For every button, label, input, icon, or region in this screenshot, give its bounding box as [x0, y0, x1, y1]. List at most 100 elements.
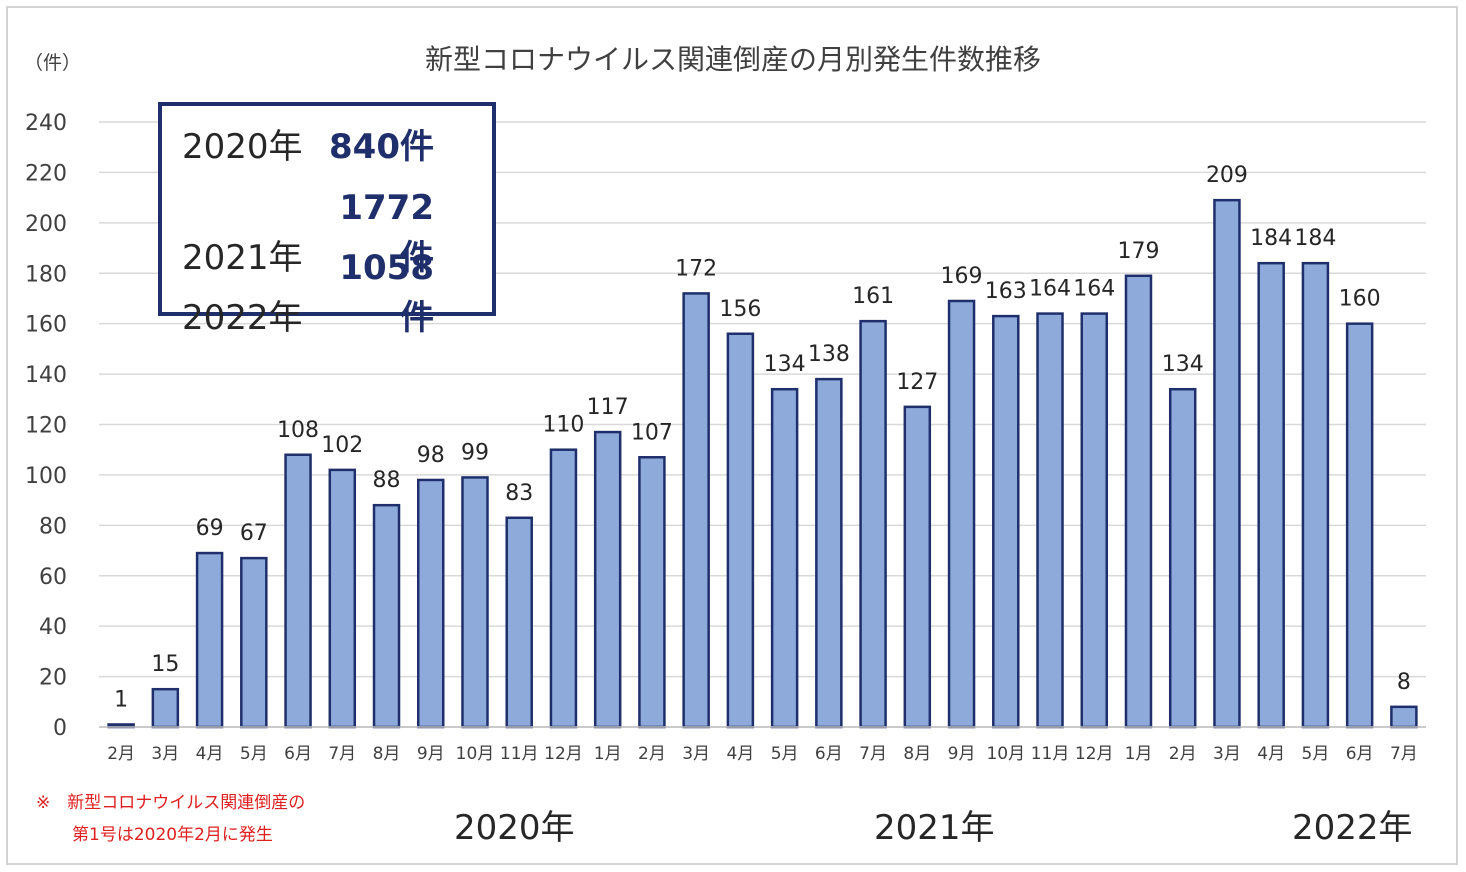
x-tick-label: 12月	[544, 744, 583, 764]
data-label: 102	[321, 433, 363, 458]
bar	[1036, 312, 1064, 729]
bar	[770, 387, 799, 729]
bar	[1257, 261, 1285, 729]
year-group-label-2021: 2021年	[874, 808, 995, 848]
bar	[195, 551, 224, 729]
data-label: 88	[373, 468, 401, 493]
x-tick-label: 10月	[986, 744, 1025, 764]
x-tick-label: 5月	[1302, 744, 1330, 764]
bar	[1080, 312, 1108, 729]
y-tick-label: 200	[25, 212, 67, 237]
x-tick-label: 6月	[284, 744, 312, 764]
summary-row-2020: 2020年 840件	[182, 122, 434, 172]
bar	[1390, 705, 1418, 729]
data-label: 69	[196, 516, 224, 541]
summary-count: 1058件	[339, 248, 434, 338]
x-tick-label: 10月	[456, 744, 495, 764]
bar	[638, 456, 666, 729]
y-tick-label: 0	[53, 716, 67, 741]
data-label: 161	[852, 284, 894, 309]
y-tick-label: 220	[25, 161, 67, 186]
data-label: 164	[1073, 277, 1115, 302]
year-group-label-2020: 2020年	[454, 808, 575, 848]
data-label: 169	[941, 264, 983, 289]
data-label: 179	[1117, 239, 1159, 264]
data-label: 98	[417, 443, 445, 468]
data-label: 164	[1029, 277, 1071, 302]
data-label: 99	[461, 440, 489, 465]
summary-count: 1772件	[339, 188, 434, 278]
x-tick-label: 6月	[815, 744, 843, 764]
y-tick-label: 160	[25, 313, 67, 338]
y-tick-label: 120	[25, 414, 67, 439]
x-tick-label: 9月	[417, 744, 445, 764]
data-label: 134	[764, 352, 806, 377]
x-tick-label: 4月	[726, 744, 754, 764]
summary-count: 840件	[329, 127, 434, 167]
bar	[1213, 198, 1241, 729]
bar	[461, 476, 489, 729]
data-label: 160	[1339, 287, 1381, 312]
data-label: 83	[505, 481, 533, 506]
summary-year: 2022年	[182, 298, 303, 338]
y-axis-unit: （件）	[24, 52, 82, 74]
x-tick-label: 8月	[903, 744, 931, 764]
bar	[726, 332, 755, 729]
data-label: 8	[1397, 670, 1411, 695]
chart-title: 新型コロナウイルス関連倒産の月別発生件数推移	[424, 43, 1041, 76]
bar	[815, 377, 843, 729]
data-label: 127	[896, 370, 938, 395]
data-label: 184	[1294, 226, 1336, 251]
x-tick-label: 1月	[1125, 744, 1153, 764]
x-tick-label: 12月	[1075, 744, 1114, 764]
data-label: 67	[240, 521, 268, 546]
x-tick-label: 1月	[594, 744, 622, 764]
x-tick-label: 2月	[107, 744, 135, 764]
footnote-line-1: ※ 新型コロナウイルス関連倒産の	[36, 793, 306, 813]
bar	[1168, 387, 1197, 729]
bar	[1301, 261, 1330, 729]
bar	[859, 319, 887, 729]
bar	[682, 292, 710, 729]
data-label: 172	[675, 256, 717, 281]
x-tick-label: 3月	[151, 744, 179, 764]
x-tick-label: 5月	[771, 744, 799, 764]
bar	[593, 430, 622, 729]
summary-year: 2021年	[182, 238, 303, 278]
data-label: 107	[631, 420, 673, 445]
bar	[1124, 274, 1153, 729]
x-tick-label: 4月	[1257, 744, 1285, 764]
footnote-line-2: 第1号は2020年2月に発生	[72, 825, 273, 845]
chart-frame	[6, 6, 1458, 865]
x-tick-label: 3月	[682, 744, 710, 764]
x-tick-label: 11月	[500, 744, 539, 764]
bar	[240, 556, 268, 729]
bar	[992, 314, 1020, 729]
data-label: 15	[151, 652, 179, 677]
y-tick-label: 80	[39, 514, 67, 539]
bar	[947, 299, 976, 729]
bar	[549, 448, 578, 729]
x-tick-label: 8月	[373, 744, 401, 764]
annual-summary-box: 2020年 840件 2021年 1772件 2022年 1058件	[158, 102, 496, 338]
bar	[151, 687, 180, 729]
x-tick-label: 2月	[1169, 744, 1197, 764]
data-label: 209	[1206, 163, 1248, 188]
y-tick-label: 100	[25, 464, 67, 489]
data-label: 156	[719, 297, 761, 322]
x-tick-label: 9月	[948, 744, 976, 764]
x-tick-label: 5月	[240, 744, 268, 764]
data-label: 184	[1250, 226, 1292, 251]
summary-year: 2020年	[182, 127, 303, 167]
bar	[1345, 322, 1374, 729]
y-tick-label: 240	[25, 111, 67, 136]
data-label: 163	[985, 279, 1027, 304]
data-label: 110	[542, 413, 584, 438]
y-tick-label: 60	[39, 565, 67, 590]
data-label: 108	[277, 418, 319, 443]
data-label: 1	[114, 687, 128, 712]
summary-row-2021: 2021年 1772件	[182, 183, 434, 278]
bar	[505, 516, 533, 729]
x-tick-label: 3月	[1213, 744, 1241, 764]
